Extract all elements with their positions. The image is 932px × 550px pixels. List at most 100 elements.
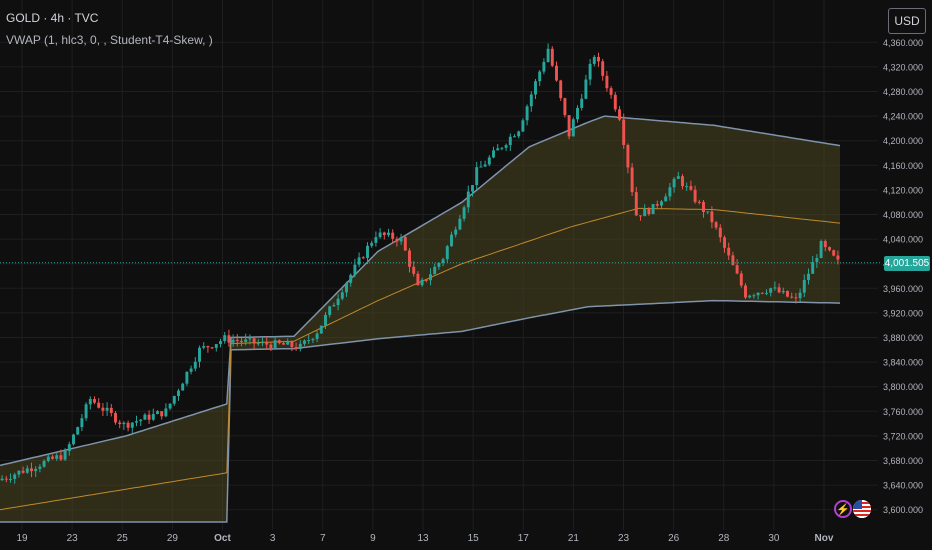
candle-body	[815, 257, 819, 262]
candle-body	[710, 211, 714, 223]
candle-body	[714, 222, 718, 228]
candle-body	[181, 383, 185, 391]
x-tick-label: Oct	[214, 533, 231, 544]
x-tick-label: 17	[518, 533, 530, 544]
candle-body	[483, 164, 487, 167]
candle-body	[777, 287, 781, 293]
indicator-label[interactable]: VWAP (1, hlc3, 0, , Student-T4-Skew, )	[6, 33, 213, 47]
time-axis[interactable]: 19 23 25 29 Oct 3 7 9 13 15 17 21 23 26 28 30 Nov	[16, 533, 833, 544]
candle-body	[832, 250, 836, 256]
candle-body	[744, 285, 747, 298]
candle-body	[681, 176, 684, 187]
candle-body	[525, 106, 529, 121]
candle-body	[802, 279, 806, 293]
candle-body	[605, 75, 609, 89]
candle-body	[34, 468, 38, 472]
candle-body	[786, 290, 789, 297]
candle-body	[248, 338, 252, 340]
x-tick-label: Nov	[815, 533, 834, 544]
candle-body	[609, 88, 613, 95]
candle-body	[0, 478, 4, 481]
candle-body	[412, 266, 416, 274]
candle-body	[118, 422, 122, 425]
candle-body	[420, 279, 424, 286]
lightning-icon[interactable]: ⚡	[834, 500, 852, 518]
candle-body	[311, 338, 315, 341]
candle-body	[672, 178, 676, 188]
y-tick-label: 3,640.000	[883, 481, 923, 491]
candle-body	[256, 343, 260, 345]
candle-body	[445, 246, 449, 260]
candle-body	[685, 186, 689, 188]
x-tick-label: 26	[668, 533, 680, 544]
candle-body	[244, 339, 248, 342]
candle-body	[227, 335, 231, 343]
x-tick-label: 30	[768, 533, 780, 544]
candle-body	[42, 460, 46, 467]
candle-body	[387, 232, 390, 236]
x-tick-label: 25	[117, 533, 129, 544]
candle-body	[769, 288, 773, 293]
candle-body	[723, 237, 726, 248]
symbol-title[interactable]: GOLD · 4h · TVC	[6, 11, 99, 25]
candle-body	[340, 292, 344, 299]
candle-body	[563, 98, 567, 116]
candle-body	[164, 408, 168, 417]
candle-body	[252, 338, 256, 344]
y-tick-label: 3,720.000	[883, 431, 923, 441]
price-axis[interactable]: 3,600.000 3,640.000 3,680.000 3,720.000 3,76…	[883, 38, 923, 515]
candle-body	[655, 204, 659, 206]
candle-body	[51, 456, 54, 459]
x-tick-label: 19	[16, 533, 28, 544]
candle-body	[303, 340, 306, 344]
candle-body	[466, 191, 470, 208]
candle-body	[366, 245, 369, 259]
candle-body	[13, 474, 17, 479]
candle-body	[231, 339, 235, 343]
candle-body	[235, 339, 239, 341]
candle-body	[794, 297, 798, 299]
candle-body	[437, 262, 441, 267]
candle-body	[17, 470, 21, 475]
candle-body	[676, 176, 680, 179]
candle-body	[143, 414, 147, 420]
x-tick-label: 28	[718, 533, 730, 544]
candle-body	[206, 346, 210, 348]
candle-body	[307, 340, 311, 342]
candle-body	[471, 185, 474, 192]
candle-body	[647, 208, 651, 215]
x-tick-label: 21	[568, 533, 580, 544]
lower-band-line	[0, 299, 841, 523]
candle-body	[382, 232, 386, 236]
vwap-band-lines	[0, 115, 841, 523]
candle-body	[4, 478, 8, 480]
candle-body	[458, 218, 462, 230]
candle-body	[67, 444, 71, 452]
candle-body	[592, 56, 596, 64]
currency-button[interactable]: USD	[888, 8, 926, 34]
candle-body	[706, 211, 710, 213]
candle-body	[492, 150, 495, 158]
candle-body	[424, 279, 428, 281]
candle-body	[429, 274, 432, 281]
candle-body	[55, 455, 59, 459]
candle-body	[202, 346, 206, 348]
candle-body	[454, 229, 458, 235]
candle-body	[319, 325, 323, 334]
vwap-band-fill	[0, 116, 840, 522]
candle-body	[198, 347, 201, 362]
x-tick-label: 23	[67, 533, 79, 544]
y-tick-label: 3,960.000	[883, 284, 923, 294]
candle-body	[538, 71, 542, 82]
candle-body	[345, 282, 348, 293]
candle-body	[819, 241, 823, 258]
candle-body	[172, 396, 176, 404]
y-tick-label: 3,920.000	[883, 308, 923, 318]
candle-body	[584, 79, 588, 99]
candle-body	[622, 119, 626, 145]
us-flag-icon[interactable]	[853, 500, 871, 518]
candle-body	[160, 411, 164, 417]
x-tick-label: 7	[320, 533, 326, 544]
candle-body	[408, 250, 411, 267]
